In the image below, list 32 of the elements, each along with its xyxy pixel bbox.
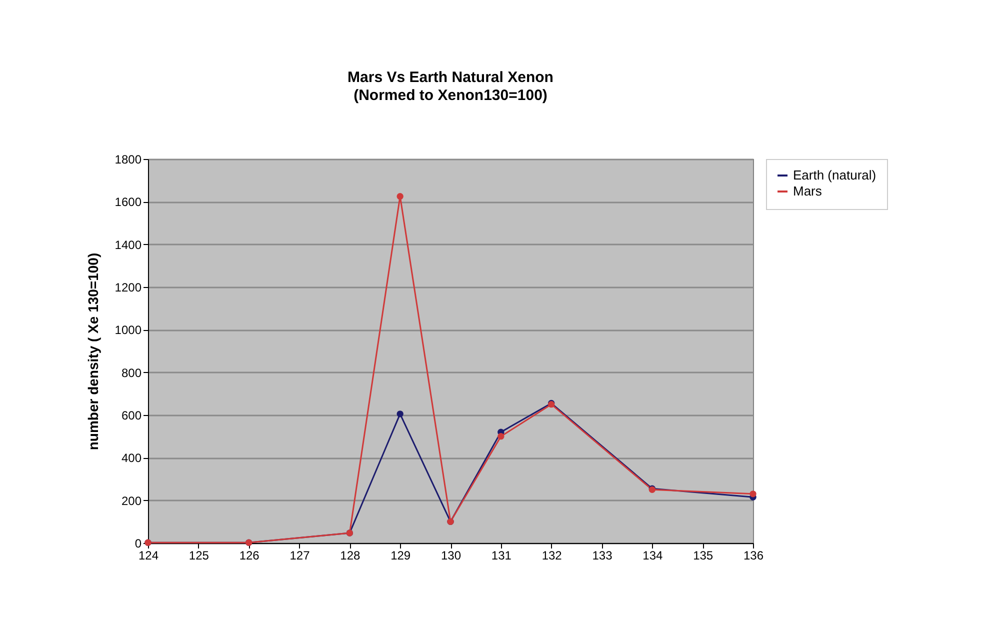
- y-tick-label: 1200: [114, 280, 142, 294]
- y-tick-label: 800: [121, 366, 142, 380]
- y-tick-label: 600: [121, 408, 142, 422]
- x-tick-label: 124: [138, 548, 159, 562]
- x-tick-label: 132: [542, 548, 562, 562]
- x-tick-label: 135: [693, 548, 714, 562]
- legend-label: Earth (natural): [793, 168, 876, 182]
- y-tick-label: 1600: [114, 195, 142, 210]
- x-tick-label: 136: [743, 548, 764, 562]
- x-tick-label: 131: [491, 548, 512, 562]
- y-tick-label: 1000: [114, 323, 142, 338]
- x-tick-label: 129: [390, 548, 411, 562]
- point: [498, 432, 504, 440]
- y-tick-label: 1800: [114, 152, 142, 166]
- x-tick-label: 134: [642, 548, 663, 562]
- legend-label: Mars: [793, 184, 822, 198]
- y-tick-label: 400: [121, 451, 142, 466]
- x-tick-label: 130: [440, 548, 462, 562]
- chart-subtitle: (Normed to Xenon130=100): [354, 87, 548, 104]
- point: [396, 192, 404, 200]
- chart-title: Mars Vs Earth Natural Xenon: [348, 69, 554, 86]
- x-tick-label: 133: [592, 548, 613, 562]
- x-tick-label: 125: [188, 548, 210, 562]
- y-tick-label: 1400: [114, 238, 142, 252]
- x-tick-label: 127: [290, 548, 310, 562]
- x-tick-label: 128: [340, 548, 360, 562]
- y-axis-title: number density ( Xe 130=100): [84, 252, 101, 450]
- x-tick-label: 126: [239, 548, 260, 562]
- y-tick-label: 200: [121, 494, 142, 508]
- y-tick-label: 0: [134, 536, 142, 550]
- point: [750, 490, 756, 498]
- point: [396, 410, 404, 418]
